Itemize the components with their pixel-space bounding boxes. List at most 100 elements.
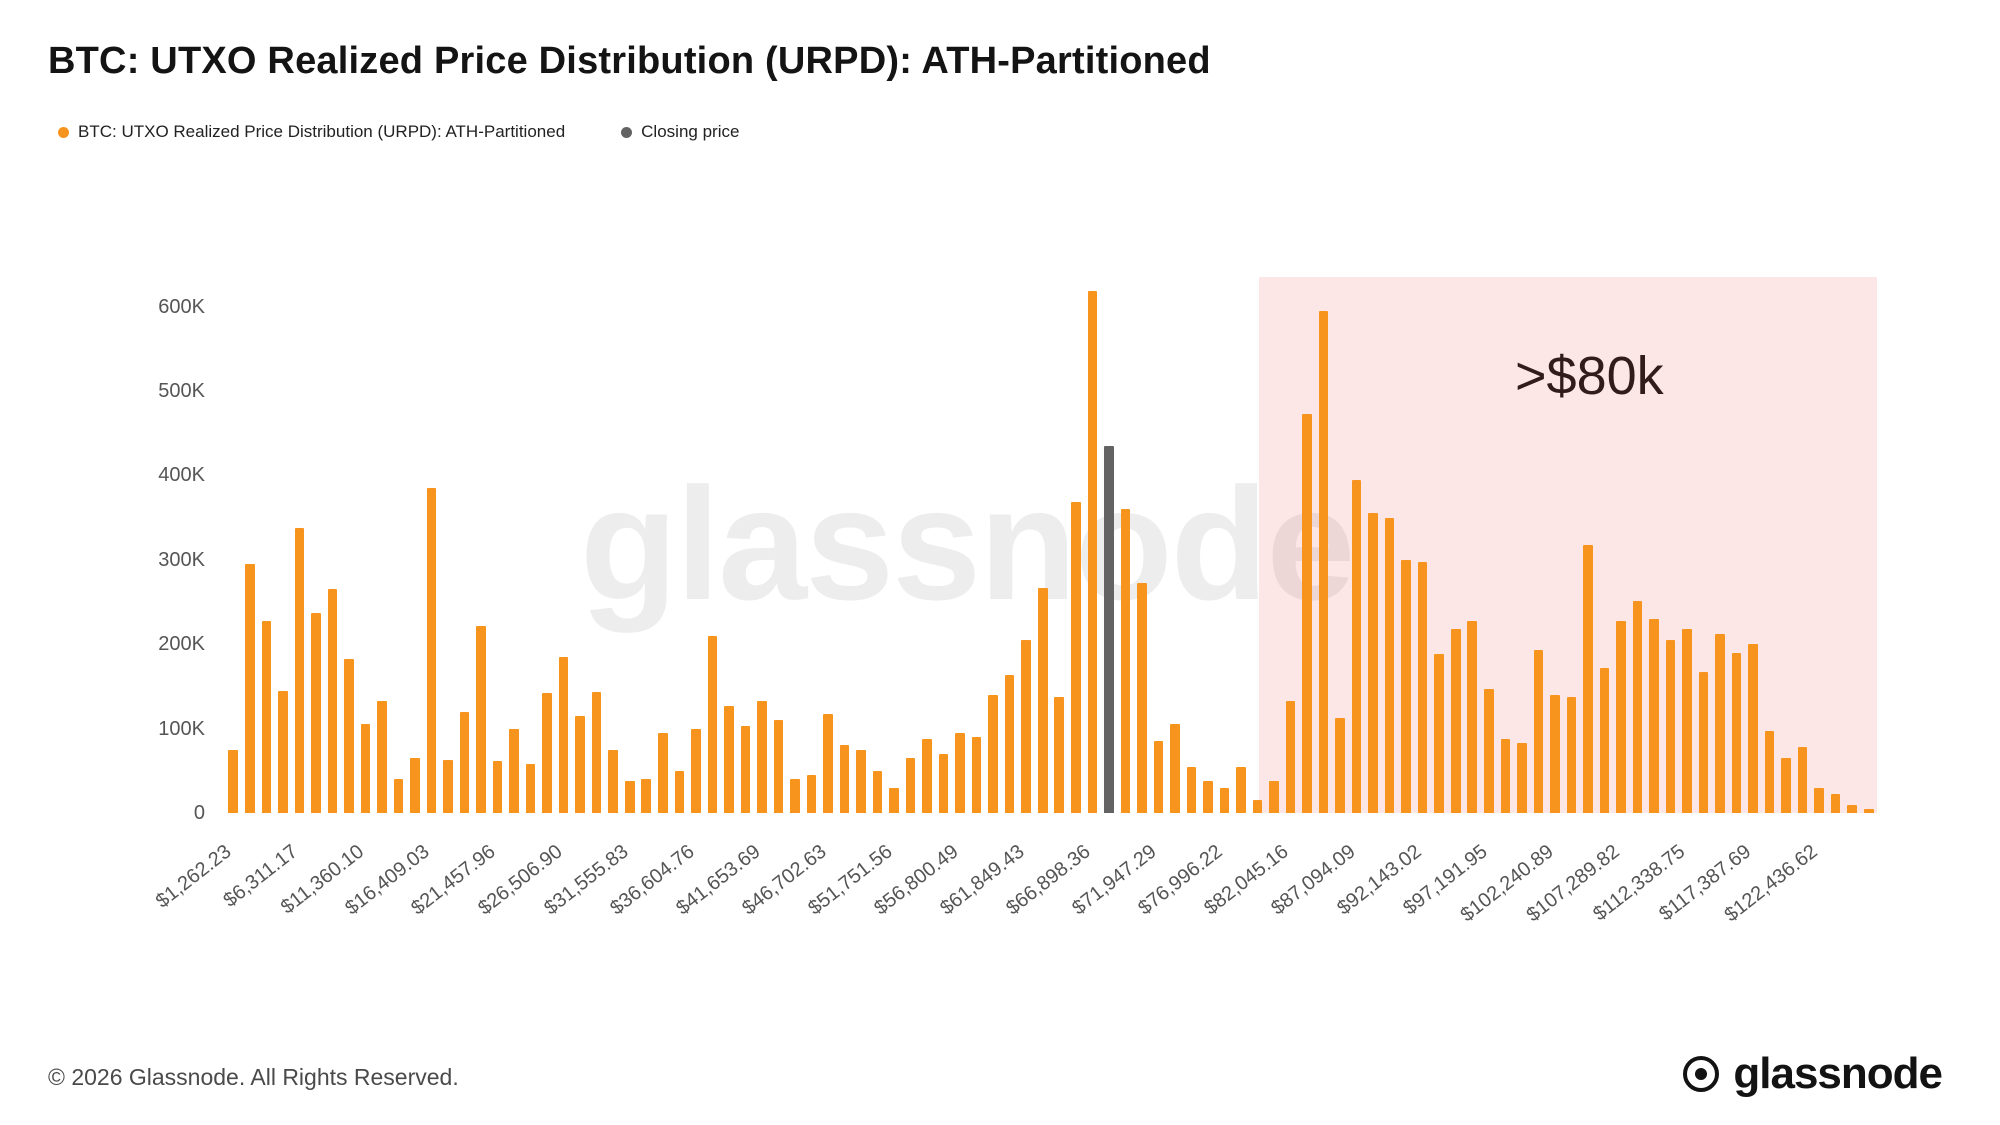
urpd-bar[interactable] [1120,509,1131,813]
urpd-bar[interactable] [410,758,420,813]
urpd-bar[interactable] [261,620,272,813]
closing-price-bar[interactable] [1104,445,1114,813]
urpd-bar[interactable] [1698,672,1709,813]
urpd-bar[interactable] [1483,688,1494,813]
urpd-bar[interactable] [542,693,552,813]
urpd-bar[interactable] [955,732,965,813]
urpd-bar[interactable] [1351,479,1362,813]
urpd-bar[interactable] [922,738,932,813]
urpd-bar[interactable] [839,745,850,813]
glassnode-logo[interactable]: glassnode [1681,1049,1943,1099]
urpd-bar[interactable] [1781,758,1791,813]
urpd-bar[interactable] [476,625,486,813]
urpd-bar[interactable] [691,728,701,813]
urpd-bar[interactable] [294,527,305,813]
urpd-bar[interactable] [905,758,916,813]
urpd-bar[interactable] [1252,800,1263,813]
urpd-bar[interactable] [1285,700,1296,813]
urpd-bar[interactable] [1368,513,1378,813]
urpd-bar[interactable] [1550,694,1560,813]
urpd-bar[interactable] [1269,780,1279,813]
urpd-bar[interactable] [1467,620,1478,813]
urpd-bar[interactable] [707,635,718,813]
urpd-bar[interactable] [1797,747,1808,813]
urpd-bar[interactable] [1715,634,1725,813]
urpd-bar[interactable] [790,779,800,813]
urpd-bar[interactable] [1748,644,1758,813]
urpd-bar[interactable] [657,732,668,813]
urpd-bar[interactable] [1632,601,1643,813]
urpd-bar[interactable] [1566,696,1577,813]
urpd-bar[interactable] [393,779,404,813]
urpd-bar[interactable] [509,728,519,813]
urpd-bar[interactable] [1682,629,1692,813]
urpd-bar[interactable] [1186,766,1197,813]
urpd-bar[interactable] [1021,639,1031,813]
urpd-bar[interactable] [1847,804,1857,813]
urpd-bar[interactable] [1401,559,1411,813]
urpd-bar[interactable] [1335,717,1345,813]
urpd-bar[interactable] [1517,742,1527,813]
urpd-bar[interactable] [1863,808,1874,813]
urpd-bar[interactable] [823,714,833,813]
urpd-bar[interactable] [971,737,982,813]
urpd-bar[interactable] [327,589,338,813]
urpd-bar[interactable] [1203,780,1213,813]
urpd-bar[interactable] [1665,639,1676,813]
urpd-bar[interactable] [1599,667,1610,813]
urpd-bar[interactable] [492,760,503,813]
urpd-bar[interactable] [525,764,536,813]
urpd-bar[interactable] [1037,587,1048,813]
urpd-bar[interactable] [1434,654,1444,813]
urpd-bar[interactable] [1814,787,1824,813]
urpd-bar[interactable] [1384,517,1395,813]
urpd-bar[interactable] [344,658,354,813]
urpd-bar[interactable] [757,700,767,813]
urpd-bar[interactable] [1533,650,1544,813]
urpd-bar[interactable] [311,612,321,813]
urpd-bar[interactable] [228,749,239,813]
urpd-bar[interactable] [773,720,784,813]
urpd-bar[interactable] [459,711,470,813]
legend-item-urpd[interactable]: BTC: UTXO Realized Price Distribution (U… [58,122,565,142]
urpd-bar[interactable] [988,694,998,813]
urpd-bar[interactable] [608,749,618,813]
urpd-bar[interactable] [1302,413,1312,813]
urpd-bar[interactable] [360,724,371,813]
legend-item-closing-price[interactable]: Closing price [621,122,739,142]
urpd-bar[interactable] [1170,724,1180,813]
urpd-bar[interactable] [1087,291,1098,813]
urpd-bar[interactable] [674,770,685,813]
urpd-bar[interactable] [806,775,817,813]
urpd-bar[interactable] [856,749,866,813]
urpd-bar[interactable] [1649,618,1659,813]
urpd-bar[interactable] [377,700,387,813]
urpd-bar[interactable] [1236,766,1246,813]
urpd-bar[interactable] [1616,620,1626,813]
urpd-bar[interactable] [1219,787,1230,813]
urpd-bar[interactable] [1500,738,1511,813]
urpd-bar[interactable] [1417,562,1428,813]
urpd-bar[interactable] [278,690,288,813]
urpd-bar[interactable] [1731,652,1742,813]
urpd-bar[interactable] [740,726,751,813]
urpd-bar[interactable] [1318,310,1329,813]
urpd-bar[interactable] [575,715,585,813]
urpd-bar[interactable] [889,787,899,813]
urpd-bar[interactable] [641,779,652,813]
urpd-bar[interactable] [244,564,255,813]
urpd-bar[interactable] [558,656,569,813]
urpd-bar[interactable] [591,692,602,813]
urpd-bar[interactable] [426,488,437,813]
urpd-bar[interactable] [872,770,883,813]
urpd-bar[interactable] [1054,697,1065,813]
urpd-bar[interactable] [1137,583,1147,813]
urpd-bar[interactable] [1583,545,1593,813]
urpd-bar[interactable] [938,753,949,813]
urpd-bar[interactable] [1070,502,1081,813]
urpd-bar[interactable] [624,780,635,813]
urpd-bar[interactable] [1004,675,1015,813]
urpd-bar[interactable] [1764,731,1775,813]
urpd-bar[interactable] [443,759,453,813]
urpd-bar[interactable] [1153,741,1164,813]
